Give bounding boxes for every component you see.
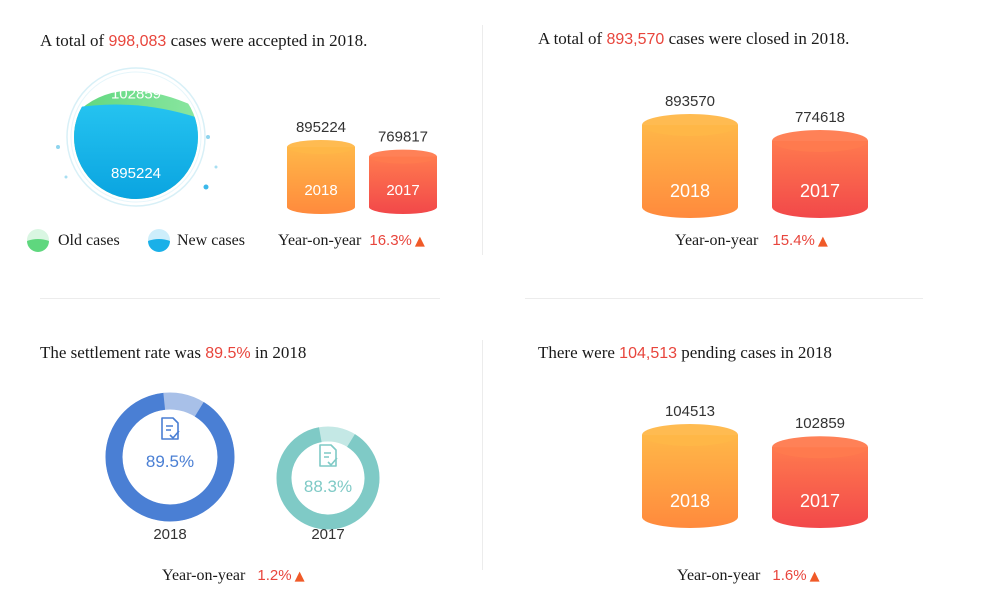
settlement-ring-chart: 89.5% 2018 88.3% 2017 (105, 392, 380, 543)
divider-vertical-top (482, 25, 483, 255)
bar-2018 (642, 424, 738, 528)
old-cases-value: 102859 (111, 85, 161, 102)
pending-headline: There were 104,513 pending cases in 2018 (538, 343, 832, 362)
decor-dot (214, 165, 218, 169)
bar-value-label: 774618 (795, 109, 845, 126)
closed-yoy-value: 15.4% (772, 232, 815, 249)
globe-outer-ring (66, 67, 206, 207)
bar-category-label: 2017 (386, 182, 419, 199)
ring-value-label: 88.3% (304, 477, 352, 496)
divider-horizontal-left (40, 298, 440, 299)
new-cases-legend-label: New cases (177, 232, 245, 249)
ring-2017 (276, 426, 380, 530)
up-arrow-icon: ▲ (809, 569, 820, 584)
old-cases-legend-label: Old cases (58, 232, 120, 249)
new-cases-value: 895224 (111, 165, 161, 182)
accepted-yoy: Year-on-year 16.3% ▲ (278, 232, 425, 249)
decor-dot (56, 145, 60, 149)
settlement-headline: The settlement rate was 89.5% in 2018 (40, 343, 307, 362)
up-arrow-icon: ▲ (294, 569, 305, 584)
bar-value-label: 769817 (378, 129, 428, 146)
accepted-bar-chart: 895224 2018 769817 2017 (287, 119, 437, 214)
pending-yoy: Year-on-year 1.6% ▲ (677, 567, 820, 584)
bar-2017 (772, 129, 868, 218)
bar-category-label: 2018 (670, 491, 710, 511)
pending-yoy-value: 1.6% (772, 567, 807, 584)
new-cases-legend-icon (148, 229, 170, 252)
bar-2018 (642, 114, 738, 218)
bar-value-label: 104513 (665, 403, 715, 420)
decor-dot (64, 175, 68, 179)
up-arrow-icon: ▲ (414, 234, 425, 249)
bar-value-label: 893570 (665, 93, 715, 110)
old-cases-legend-icon (27, 229, 49, 252)
decor-dot (206, 135, 210, 139)
up-arrow-icon: ▲ (817, 234, 828, 249)
accepted-composition-chart: 102859 895224 (56, 67, 218, 207)
pending-total: 104,513 (619, 345, 678, 362)
globe-inner-ring (70, 71, 202, 203)
accepted-yoy-value: 16.3% (369, 232, 412, 249)
bar-value-label: 102859 (795, 415, 845, 432)
ring-value-label: 89.5% (146, 452, 194, 471)
settlement-rate: 89.5% (205, 345, 251, 362)
bar-2018 (287, 140, 355, 214)
accepted-total: 998,083 (108, 33, 167, 50)
decor-dot (203, 184, 209, 190)
ring-2018 (105, 392, 235, 522)
bar-2017 (369, 149, 437, 214)
closed-headline: A total of 893,570 cases were closed in … (538, 29, 850, 48)
bar-category-label: 2018 (304, 182, 337, 199)
closed-yoy: Year-on-year 15.4% ▲ (675, 232, 828, 249)
bar-category-label: 2017 (800, 491, 840, 511)
divider-horizontal-right (525, 298, 923, 299)
new-cases-area (74, 104, 198, 199)
pending-bar-chart: 104513 2018 102859 2017 (642, 403, 868, 528)
closed-total: 893,570 (606, 31, 665, 48)
bar-2017 (772, 436, 868, 528)
document-check-icon (161, 417, 180, 440)
bar-value-label: 895224 (296, 119, 346, 136)
bar-category-label: 2017 (800, 181, 840, 201)
settlement-yoy-value: 1.2% (257, 567, 292, 584)
accepted-headline: A total of 998,083 cases were accepted i… (40, 31, 368, 50)
bar-category-label: 2018 (670, 181, 710, 201)
document-check-icon (319, 444, 338, 467)
ring-year-label: 2018 (153, 526, 186, 543)
ring-year-label: 2017 (311, 526, 344, 543)
divider-vertical-bottom (482, 340, 483, 570)
settlement-yoy: Year-on-year 1.2% ▲ (162, 567, 305, 584)
closed-bar-chart: 893570 2018 774618 2017 (642, 93, 868, 218)
